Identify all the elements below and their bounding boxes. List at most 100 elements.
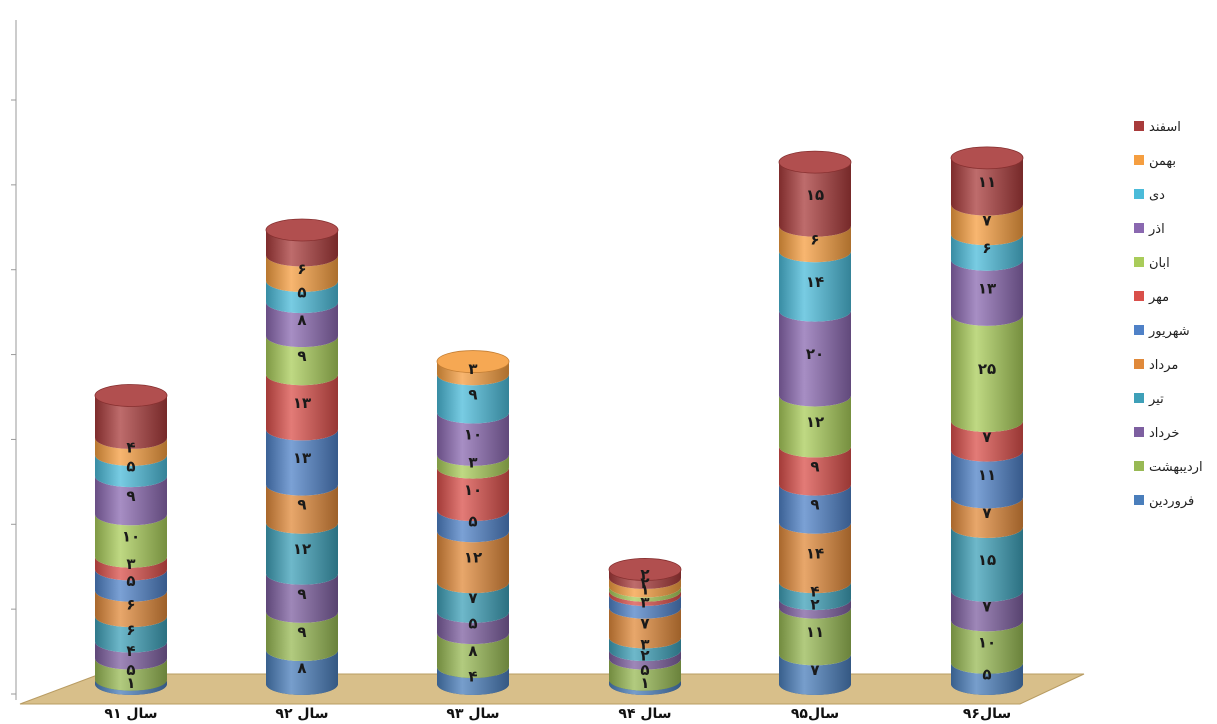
data-label: ۲ <box>640 574 649 592</box>
data-label: ۱۲ <box>464 549 482 567</box>
bar-segment <box>951 590 1023 632</box>
data-label: ۱۵ <box>806 186 824 204</box>
x-tick-label: سال ۹۲ <box>275 706 328 722</box>
bar-segment <box>779 251 851 322</box>
bar-segment <box>266 484 338 534</box>
bar-segment <box>609 569 681 589</box>
data-label: ۳ <box>468 360 477 378</box>
bar-segment <box>779 310 851 407</box>
data-label: ۱۰ <box>464 481 482 499</box>
bar-segment <box>609 637 681 662</box>
legend-swatch <box>1134 223 1144 233</box>
legend-entry: ابان <box>1149 256 1170 271</box>
bar-segment <box>437 361 509 386</box>
data-label: ۵ <box>126 572 135 590</box>
data-label: ۱۳ <box>293 394 311 412</box>
data-label: ۹ <box>468 385 477 403</box>
data-label: ۱۱ <box>806 623 824 641</box>
legend-swatch <box>1134 189 1144 199</box>
y-axis <box>11 20 17 700</box>
data-label: ۲۰ <box>806 345 824 363</box>
bar-segment <box>95 569 167 602</box>
bar-segment <box>779 654 851 695</box>
bar-segment <box>266 611 338 662</box>
chart-floor <box>19 673 1085 705</box>
data-label: ۷ <box>982 211 991 229</box>
data-label: ۶ <box>126 595 135 613</box>
data-label: ۵ <box>126 457 135 475</box>
legend-swatch <box>1134 155 1144 165</box>
legend-swatch <box>1134 291 1144 301</box>
bar-segment <box>779 225 851 263</box>
bar-segment <box>609 586 681 602</box>
bar-segment <box>951 314 1023 432</box>
bar-segment <box>951 620 1023 674</box>
x-tick-label: سال۹۶ <box>963 706 1011 722</box>
bar-segment <box>437 611 509 645</box>
data-label: ۹ <box>297 347 306 365</box>
data-label: ۷ <box>982 504 991 522</box>
bar-segment <box>951 234 1023 271</box>
bar-segment <box>266 230 338 267</box>
bar-segment <box>266 374 338 441</box>
data-label: ۶ <box>810 231 819 249</box>
bar-segment <box>266 280 338 314</box>
data-label: ۱ <box>640 674 649 692</box>
bars <box>94 146 1024 695</box>
data-label: ۳ <box>640 636 649 654</box>
bar-segment <box>437 454 509 479</box>
data-label: ۹ <box>297 623 306 641</box>
bar-segment <box>95 476 167 526</box>
legend-swatch <box>1134 427 1144 437</box>
data-label: ۱۰ <box>122 528 140 546</box>
legend-entry: مرداد <box>1149 358 1178 373</box>
data-label: ۵ <box>982 665 991 683</box>
data-label: ۶ <box>982 239 991 257</box>
data-label: ۴ <box>468 668 477 686</box>
floor-plane <box>19 673 1085 705</box>
bar-segment <box>951 157 1023 216</box>
data-label: ۸ <box>297 311 306 329</box>
bar-segment <box>95 437 167 466</box>
bar-segment <box>779 607 851 666</box>
bar-segment <box>779 395 851 458</box>
data-label: ۵ <box>297 284 306 302</box>
bar-segment <box>266 255 338 292</box>
legend-swatch <box>1134 495 1144 505</box>
cylinder-top <box>778 150 852 174</box>
data-label: ۱۰ <box>978 634 996 652</box>
bar-segment <box>609 594 681 619</box>
bar-segment <box>437 467 509 522</box>
legend-entry: اردیبهشت <box>1149 460 1203 475</box>
bar-segment <box>951 527 1023 602</box>
bar-segment <box>437 582 509 623</box>
category-labels: سال ۹۱ سال ۹۲ سال ۹۳ سال ۹۴ سال۹۵ سال۹۶ <box>104 706 1011 722</box>
bar-segment <box>609 577 681 598</box>
bar-segment <box>266 522 338 585</box>
data-label: ۷ <box>468 589 477 607</box>
bar-segment <box>95 454 167 488</box>
data-label: ۶ <box>126 621 135 639</box>
legend-swatch <box>1134 257 1144 267</box>
legend-entry: اذر <box>1148 222 1165 237</box>
legend-swatch <box>1134 121 1144 131</box>
bar-segment <box>609 679 681 695</box>
x-tick-label: سال ۹۱ <box>104 706 157 722</box>
bar-segment <box>951 497 1023 539</box>
data-label: ۹ <box>126 487 135 505</box>
cylinder-top <box>608 558 682 581</box>
x-tick-label: سال ۹۳ <box>446 706 499 722</box>
legend-entry: بهمن <box>1149 154 1176 169</box>
bar-segment <box>951 420 1023 462</box>
bar-segment <box>266 650 338 695</box>
cylinder-top <box>436 350 510 373</box>
bar-segment <box>609 607 681 649</box>
bar-segment <box>266 336 338 386</box>
data-label: ۴ <box>810 583 819 601</box>
bar-segment <box>95 395 167 449</box>
bar-segment <box>779 162 851 237</box>
legend: اسفند بهمن دی اذر ابان مهر شهریور مرداد تیر خرداد… <box>1134 120 1203 509</box>
bar-segment <box>95 556 167 581</box>
data-label: ۱ <box>640 581 649 599</box>
